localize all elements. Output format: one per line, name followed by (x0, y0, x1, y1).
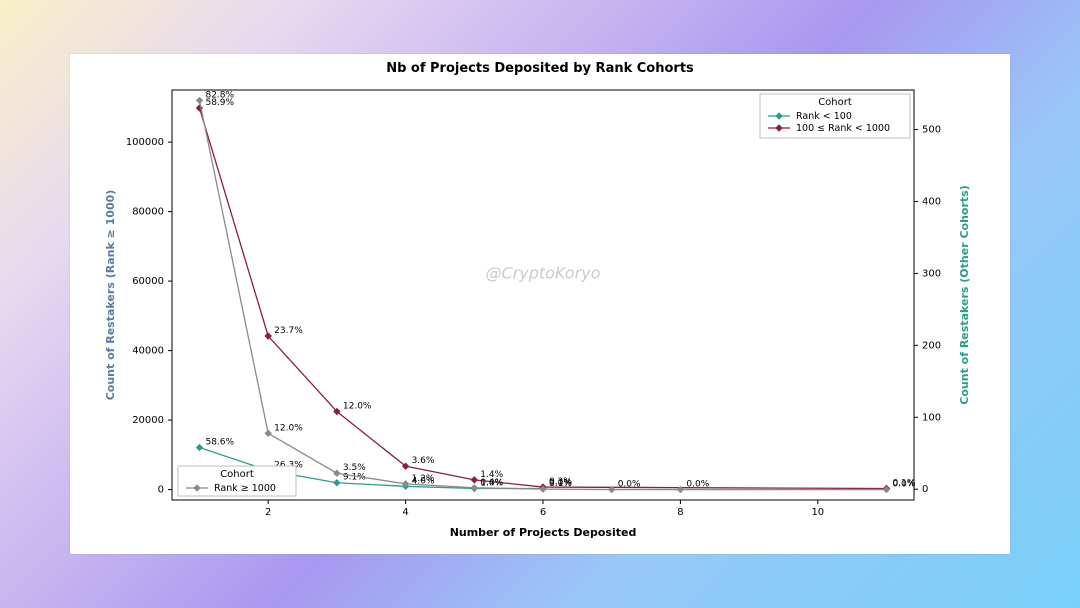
marker-icon (265, 430, 271, 436)
gradient-background: Nb of Projects Deposited by Rank Cohorts… (0, 0, 1080, 608)
legend-left-item: Rank ≥ 1000 (214, 483, 276, 494)
data-label: 0.0% (686, 480, 709, 490)
x-tick-label: 10 (811, 507, 824, 518)
legend-right-item: 100 ≤ Rank < 1000 (796, 123, 890, 134)
data-label: 0.1% (549, 479, 572, 489)
data-label: 0.4% (480, 478, 503, 488)
x-tick-label: 2 (265, 507, 271, 518)
watermark: @CryptoKoryo (486, 264, 601, 283)
marker-icon (334, 480, 340, 486)
y-left-tick-label: 40000 (132, 346, 164, 357)
data-label: 0.0% (618, 480, 641, 490)
marker-icon (471, 477, 477, 483)
y-left-tick-label: 80000 (132, 207, 164, 218)
data-label: 0.0% (893, 480, 916, 490)
y-right-tick-label: 500 (922, 125, 941, 136)
y-left-tick-label: 20000 (132, 415, 164, 426)
data-label: 3.6% (412, 456, 435, 466)
marker-icon (196, 97, 202, 103)
marker-icon (334, 470, 340, 476)
chart-card: Nb of Projects Deposited by Rank Cohorts… (70, 54, 1010, 554)
data-label: 82.8% (205, 90, 234, 100)
data-label: 12.0% (343, 402, 372, 412)
data-label: 3.5% (343, 463, 366, 473)
x-tick-label: 4 (402, 507, 408, 518)
y-right-tick-label: 300 (922, 268, 941, 279)
y-left-tick-label: 100000 (126, 137, 164, 148)
x-tick-label: 6 (540, 507, 546, 518)
x-axis-label: Number of Projects Deposited (450, 526, 637, 539)
marker-icon (196, 444, 202, 450)
data-label: 23.7% (274, 326, 303, 336)
legend-right-title: Cohort (818, 97, 852, 108)
legend-right-item: Rank < 100 (796, 111, 852, 122)
y-right-tick-label: 100 (922, 412, 941, 423)
data-label: 12.0% (274, 423, 303, 433)
y-right-tick-label: 200 (922, 340, 941, 351)
x-tick-label: 8 (677, 507, 683, 518)
y-left-axis-label: Count of Restakers (Rank ≥ 1000) (104, 190, 117, 401)
legend-left-title: Cohort (220, 469, 254, 480)
y-left-tick-label: 0 (158, 485, 164, 496)
y-right-axis-label: Count of Restakers (Other Cohorts) (958, 185, 971, 404)
data-label: 1.2% (412, 474, 435, 484)
y-left-tick-label: 60000 (132, 276, 164, 287)
y-right-tick-label: 400 (922, 196, 941, 207)
chart-title: Nb of Projects Deposited by Rank Cohorts (386, 61, 694, 76)
y-right-tick-label: 0 (922, 484, 928, 495)
data-label: 58.6% (205, 437, 234, 447)
plot-frame (172, 90, 914, 500)
chart-svg: Nb of Projects Deposited by Rank Cohorts… (70, 54, 1010, 554)
